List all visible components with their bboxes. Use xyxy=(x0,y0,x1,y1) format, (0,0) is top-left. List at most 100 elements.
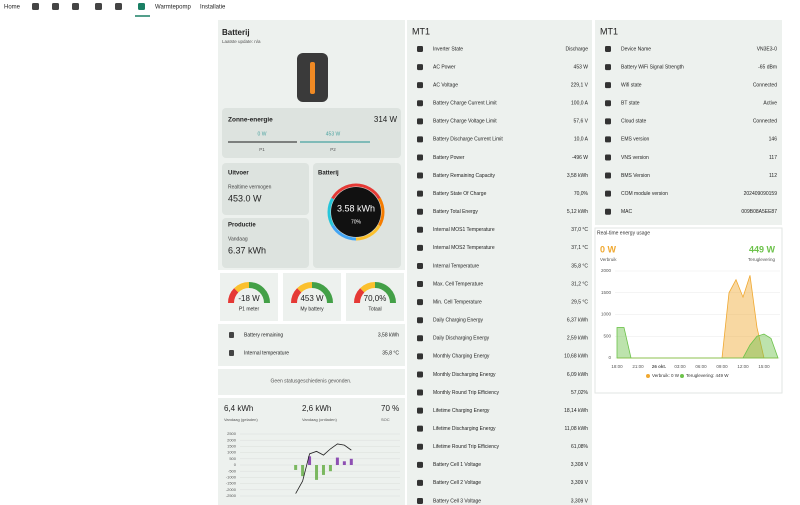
gauge-value: -18 W xyxy=(238,294,260,303)
card-title: Uitvoer xyxy=(228,171,249,177)
y-tick-label: 2500 xyxy=(227,431,237,436)
label: 3,58 kWh xyxy=(378,332,399,338)
legend-swatch[interactable] xyxy=(646,374,650,378)
card-title: MT1 xyxy=(600,26,618,36)
y-tick-label: 2000 xyxy=(601,268,612,273)
row-icon xyxy=(417,389,423,396)
nav-link[interactable]: Warmtepomp xyxy=(155,5,191,11)
ring-segment xyxy=(331,224,357,241)
gauge-band xyxy=(354,288,365,304)
row-value: 70,0% xyxy=(574,191,589,197)
row-icon xyxy=(417,461,423,468)
label: Laatste update: n/a xyxy=(222,39,261,44)
output-card xyxy=(222,163,309,215)
row-label: AC Voltage xyxy=(433,82,458,88)
row-value: 10,0 A xyxy=(574,137,589,143)
row-label: Monthly Discharging Energy xyxy=(433,372,496,378)
legend-label[interactable]: Teruglevering: 449 W xyxy=(686,373,729,378)
row-icon xyxy=(417,299,423,306)
battery-image-bar xyxy=(310,62,315,94)
row-icon xyxy=(417,353,423,360)
legend-label[interactable]: Verbruik: 0 W xyxy=(652,373,680,378)
nav-link[interactable]: Installatie xyxy=(200,5,226,11)
row-label: BMS Version xyxy=(621,173,650,179)
row-label: Lifetime Charging Energy xyxy=(433,408,490,414)
gauge-band xyxy=(234,282,250,293)
area xyxy=(616,327,779,359)
y-tick-label: 500 xyxy=(229,456,236,461)
row-value: 117 xyxy=(769,155,777,161)
nav-icon[interactable] xyxy=(138,3,145,10)
row-icon xyxy=(417,317,423,324)
row-value: 112 xyxy=(769,173,777,179)
bar xyxy=(308,456,312,465)
x-tick-label: 21:00 xyxy=(632,364,644,369)
row-label: Battery Cell 3 Voltage xyxy=(433,498,481,504)
nav-link[interactable]: Home xyxy=(4,5,21,11)
row-label: Battery Cell 1 Voltage xyxy=(433,462,481,468)
row-value: 453 W xyxy=(574,64,589,70)
ring-segment xyxy=(355,224,381,241)
row-label: Battery Remaining Capacity xyxy=(433,173,495,179)
row-label: Monthly Charging Energy xyxy=(433,354,490,360)
row-value: 57,02% xyxy=(571,390,589,396)
row-label: Battery Total Energy xyxy=(433,209,478,215)
row-label: Daily Charging Energy xyxy=(433,318,484,324)
row-label: Battery Cell 2 Voltage xyxy=(433,480,481,486)
card-title: Zonne-energie xyxy=(228,117,273,124)
solar-card xyxy=(222,108,401,158)
gauge-label: My battery xyxy=(300,306,324,312)
row-icon xyxy=(417,64,423,71)
row-value: 57,6 V xyxy=(574,119,589,125)
row-label: Inverter State xyxy=(433,46,463,52)
row-icon xyxy=(417,154,423,161)
label: 3.58 kWh xyxy=(337,203,375,213)
row-icon xyxy=(605,118,611,125)
gauge-value: 70,0% xyxy=(364,294,387,303)
nav-icon[interactable] xyxy=(95,3,102,10)
row-value: -496 W xyxy=(572,155,588,161)
row-label: Device Name xyxy=(621,46,651,52)
row-value: Active xyxy=(763,101,777,107)
stat-label: Vandaag (ontladen) xyxy=(302,417,338,422)
card-title: MT1 xyxy=(412,26,430,36)
label: 449 W xyxy=(749,244,776,254)
nav-icon[interactable] xyxy=(115,3,122,10)
row-value: 009B08A5EE87 xyxy=(741,209,777,215)
row-value: VN3E3-0 xyxy=(757,46,778,52)
row-label: COM module version xyxy=(621,191,668,197)
gauge-label: Totaal xyxy=(368,306,381,312)
row-icon xyxy=(417,281,423,288)
row-value: -65 dBm xyxy=(758,64,777,70)
label: Vandaag xyxy=(228,236,248,242)
ring-segment xyxy=(327,197,334,227)
row-icon xyxy=(417,172,423,179)
nav-icon[interactable] xyxy=(32,3,39,10)
y-tick-label: -2000 xyxy=(226,487,237,492)
gauge-label: P1 meter xyxy=(239,306,260,312)
nav-icon[interactable] xyxy=(72,3,79,10)
label: Geen statusgeschiedenis gevonden. xyxy=(271,378,352,384)
row-icon xyxy=(605,190,611,197)
y-tick-label: -1500 xyxy=(226,481,237,486)
legend-swatch[interactable] xyxy=(680,374,684,378)
label: 0 W xyxy=(600,244,617,254)
row-label: Lifetime Round Trip Efficiency xyxy=(433,444,500,450)
row-icon xyxy=(417,118,423,125)
production-card xyxy=(222,218,309,268)
mt1-right-card xyxy=(595,20,782,225)
row-icon xyxy=(417,407,423,414)
row-label: Battery Power xyxy=(433,155,465,161)
row-icon xyxy=(417,46,423,52)
gauge-band xyxy=(248,282,270,304)
y-tick-label: 2000 xyxy=(227,437,237,442)
row-value: Discharge xyxy=(565,46,588,52)
line xyxy=(295,443,352,494)
label: Teruglevering xyxy=(748,257,776,262)
row-icon xyxy=(605,136,611,143)
row-icon xyxy=(605,154,611,161)
label: Realtime vermogen xyxy=(228,184,272,190)
nav-icon[interactable] xyxy=(52,3,59,10)
